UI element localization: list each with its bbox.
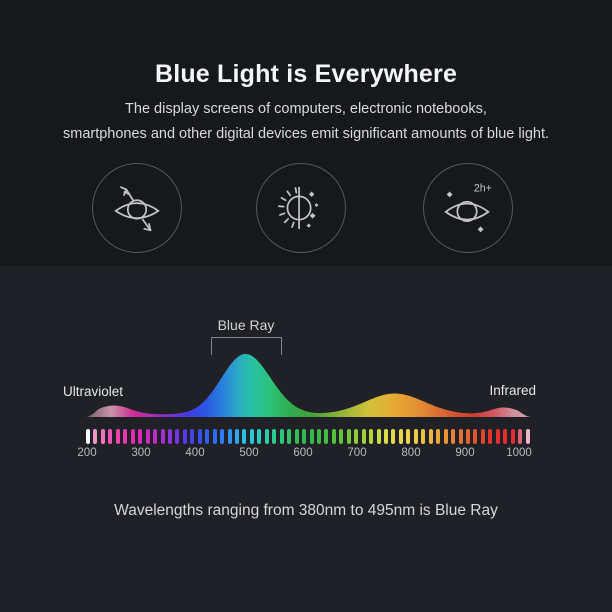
axis-tick-label: 300 [131, 447, 151, 459]
axis-tick-label: 200 [77, 447, 97, 459]
axis-tick-label: 400 [185, 447, 205, 459]
spectrum-bar [86, 429, 90, 444]
spectrum-bar [331, 429, 336, 444]
spectrum-bar [242, 429, 247, 444]
spectrum-bar [324, 429, 329, 444]
page-title: Blue Light is Everywhere [154, 60, 458, 88]
spectrum-bar [108, 429, 113, 444]
spectrum-bar [376, 429, 381, 444]
spectrum-bar [235, 429, 239, 444]
ultraviolet-label: Ultraviolet [63, 384, 124, 399]
spectrum-bar [182, 429, 187, 444]
spectrum-bar [220, 429, 225, 444]
spectrum-bar [398, 429, 403, 444]
axis-tick-label: 1000 [506, 447, 532, 459]
spectrum-bar [264, 429, 269, 444]
spectrum-bar [473, 429, 478, 444]
spectrum-bar [227, 429, 232, 444]
spectrum-bar [145, 429, 150, 444]
spectrum-bar [384, 429, 388, 444]
spectrum-bar [205, 429, 210, 444]
spectrum-bar [123, 429, 128, 444]
spectrum-bar [100, 429, 105, 444]
spectrum-bar [316, 429, 321, 444]
spectrum-bar [279, 429, 284, 444]
spectrum-curve [86, 353, 530, 417]
spectrum-bar [167, 429, 172, 444]
spectrum-bar [503, 429, 508, 444]
spectrum-curve-path [86, 353, 530, 417]
spectrum-bar [190, 429, 195, 444]
spectrum-bar [249, 429, 254, 444]
eye-arrow-icon [114, 186, 160, 232]
spectrum-bar [428, 429, 433, 444]
spectrum-bar [339, 429, 344, 444]
spectrum-bar [346, 429, 351, 444]
spectrum-bar [93, 429, 98, 444]
spectrum-bar [518, 429, 523, 444]
spectrum-bar [510, 429, 515, 444]
icon-circle-strained-eye: 2h+ [423, 163, 513, 253]
subtitle-line-2: smartphones and other digital devices em… [62, 126, 550, 142]
axis-tick-label: 800 [401, 447, 421, 459]
spectrum-bar [287, 429, 292, 444]
spectrum-bar [488, 429, 493, 444]
spectrum-bar [525, 429, 530, 444]
axis-tick-label: 900 [455, 447, 475, 459]
spectrum-bar [436, 429, 441, 444]
spectrum-bar [465, 429, 470, 444]
spectrum-bar [138, 429, 143, 444]
spectrum-bar [480, 429, 485, 444]
axis-tick-label: 600 [293, 447, 313, 459]
spectrum-bar [406, 429, 411, 444]
spectrum-bar [391, 429, 396, 444]
spectrum-bar [130, 429, 135, 444]
spectrum-bar [369, 429, 374, 444]
spectrum-bar [495, 429, 500, 444]
caption: Wavelengths ranging from 380nm to 495nm … [114, 502, 498, 519]
spectrum-bar [354, 429, 359, 444]
spectrum-bar [443, 429, 448, 444]
icon-circle-eye-arrow [92, 163, 182, 253]
blue-ray-label: Blue Ray [217, 317, 275, 333]
spectrum-bar [197, 429, 202, 444]
spectrum-bar [309, 429, 314, 444]
spectrum-bar [272, 429, 277, 444]
subtitle-line-1: The display screens of computers, electr… [125, 101, 487, 117]
sparkle-eye-duration-label: 2h+ [474, 183, 492, 195]
spectrum-bar [451, 429, 456, 444]
infrared-label: Infrared [489, 383, 536, 398]
spectrum-bar [458, 429, 463, 444]
spectrum-bar [421, 429, 426, 444]
strained-eye-icon: 2h+ [444, 183, 492, 233]
spectrum-bar [153, 429, 158, 444]
spectrum-bar [413, 429, 418, 444]
spectrum-bar [361, 429, 366, 444]
icon-circle-brightness [256, 163, 346, 253]
spectrum-bar [175, 429, 180, 444]
spectrum-bar [115, 429, 120, 444]
wavelength-axis: 200 300 400 500 600 700 800 900 1000 [0, 447, 612, 461]
top-section: Blue Light is Everywhere The display scr… [0, 0, 612, 266]
axis-tick-label: 500 [239, 447, 259, 459]
axis-tick-label: 700 [347, 447, 367, 459]
spectrum-bar-row [0, 429, 612, 444]
spectrum-bar [160, 429, 165, 444]
spectrum-bar [294, 429, 299, 444]
screen-brightness-icon [277, 186, 319, 230]
spectrum-bar [257, 429, 262, 444]
icon-row: 2h+ [0, 163, 612, 253]
blue-ray-bracket [211, 337, 282, 355]
subtitle: The display screens of computers, electr… [0, 97, 612, 147]
spectrum-bar [212, 429, 217, 444]
spectrum-bar [302, 429, 307, 444]
